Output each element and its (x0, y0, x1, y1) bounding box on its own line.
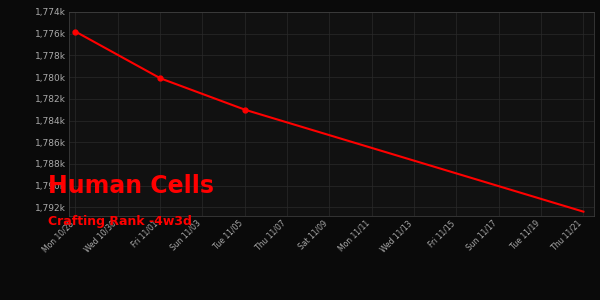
Text: Crafting Rank -4w3d: Crafting Rank -4w3d (48, 215, 192, 229)
Text: Human Cells: Human Cells (48, 174, 214, 198)
